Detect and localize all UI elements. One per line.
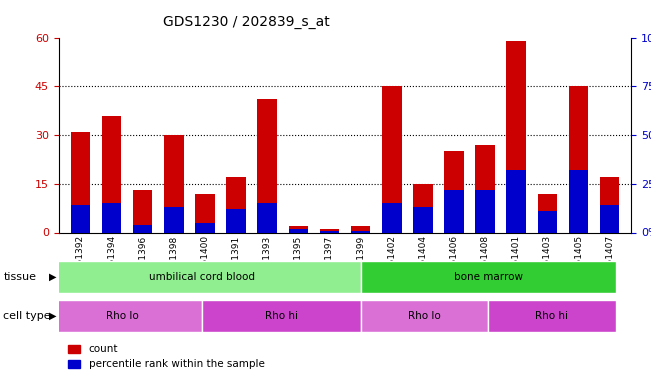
- Bar: [133, 190, 152, 232]
- Bar: [257, 203, 277, 232]
- FancyBboxPatch shape: [361, 261, 616, 292]
- Text: GDS1230 / 202839_s_at: GDS1230 / 202839_s_at: [163, 15, 329, 29]
- FancyBboxPatch shape: [43, 261, 361, 292]
- FancyBboxPatch shape: [43, 300, 202, 332]
- Bar: [164, 135, 184, 232]
- Bar: [320, 229, 339, 232]
- Bar: [382, 86, 402, 232]
- Bar: [288, 226, 308, 232]
- Bar: [227, 177, 246, 232]
- Bar: [133, 225, 152, 232]
- Bar: [195, 194, 215, 232]
- Bar: [195, 223, 215, 232]
- Bar: [569, 86, 589, 232]
- Text: ▶: ▶: [49, 272, 57, 282]
- Bar: [600, 205, 620, 232]
- Bar: [102, 203, 121, 232]
- Text: Rho hi: Rho hi: [535, 311, 568, 321]
- Bar: [227, 209, 246, 232]
- Bar: [600, 177, 620, 232]
- Bar: [257, 99, 277, 232]
- Text: ▶: ▶: [49, 311, 57, 321]
- FancyBboxPatch shape: [202, 300, 361, 332]
- Bar: [506, 170, 526, 232]
- Text: bone marrow: bone marrow: [454, 272, 523, 282]
- Bar: [444, 190, 464, 232]
- Bar: [444, 151, 464, 232]
- Bar: [382, 203, 402, 232]
- Bar: [538, 211, 557, 232]
- Text: tissue: tissue: [3, 272, 36, 282]
- Bar: [288, 229, 308, 232]
- Bar: [569, 170, 589, 232]
- Bar: [475, 190, 495, 232]
- Bar: [506, 41, 526, 232]
- Legend: count, percentile rank within the sample: count, percentile rank within the sample: [64, 340, 269, 374]
- Bar: [320, 231, 339, 232]
- Bar: [413, 207, 433, 232]
- Text: Rho lo: Rho lo: [106, 311, 139, 321]
- Bar: [102, 116, 121, 232]
- FancyBboxPatch shape: [361, 300, 488, 332]
- Bar: [164, 207, 184, 232]
- Bar: [538, 194, 557, 232]
- Bar: [351, 231, 370, 232]
- Text: Rho hi: Rho hi: [265, 311, 298, 321]
- Text: umbilical cord blood: umbilical cord blood: [149, 272, 255, 282]
- Bar: [413, 184, 433, 232]
- Text: Rho lo: Rho lo: [408, 311, 441, 321]
- FancyBboxPatch shape: [488, 300, 616, 332]
- Text: cell type: cell type: [3, 311, 51, 321]
- Bar: [70, 132, 90, 232]
- Bar: [70, 205, 90, 232]
- Bar: [475, 145, 495, 232]
- Bar: [351, 226, 370, 232]
